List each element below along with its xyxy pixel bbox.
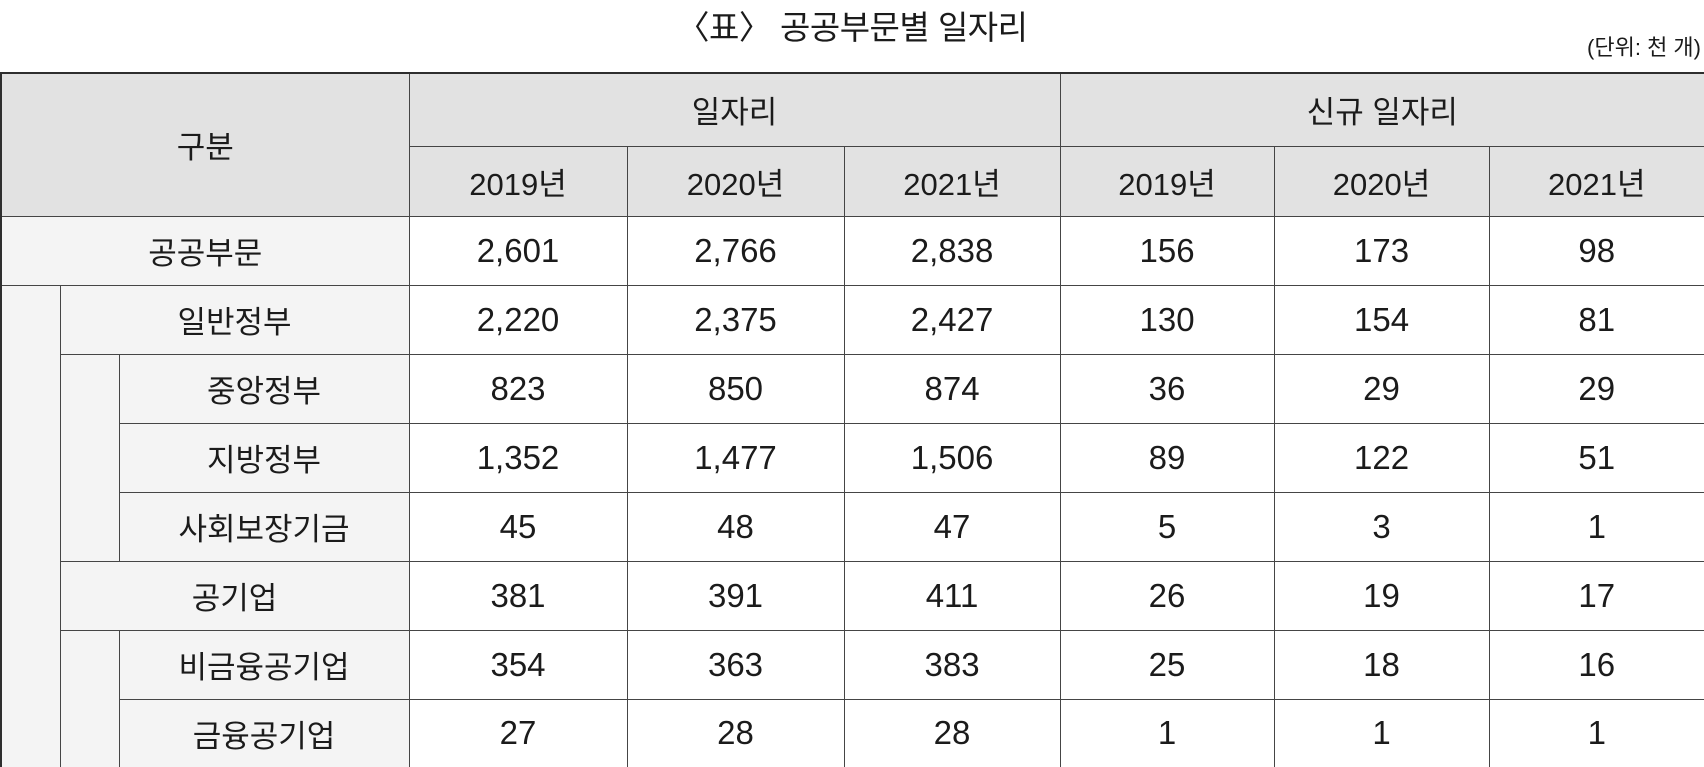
public-sector-jobs-table: 구분 일자리 신규 일자리 2019년 2020년 2021년 2019년 20… — [0, 72, 1704, 767]
year-header: 2020년 — [1273, 145, 1490, 217]
data-cell: 391 — [626, 560, 845, 631]
data-cell: 45 — [408, 491, 628, 562]
data-cell: 1,477 — [626, 422, 845, 493]
indent-spacer-level1 — [0, 284, 61, 767]
row-label: 중앙정부 — [118, 353, 410, 424]
data-cell: 81 — [1488, 284, 1704, 355]
data-cell: 19 — [1273, 560, 1490, 631]
data-cell: 2,220 — [408, 284, 628, 355]
data-cell: 411 — [843, 560, 1061, 631]
year-header: 2020년 — [626, 145, 845, 217]
data-cell: 156 — [1059, 215, 1275, 286]
data-cell: 2,601 — [408, 215, 628, 286]
indent-spacer-level2 — [59, 353, 120, 562]
data-cell: 122 — [1273, 422, 1490, 493]
data-cell: 28 — [626, 698, 845, 767]
row-label: 일반정부 — [59, 284, 410, 355]
data-cell: 1,352 — [408, 422, 628, 493]
data-cell: 98 — [1488, 215, 1704, 286]
table-row: 사회보장기금 45 48 47 5 3 1 — [1, 491, 1704, 562]
data-cell: 89 — [1059, 422, 1275, 493]
data-cell: 154 — [1273, 284, 1490, 355]
data-cell: 1 — [1488, 698, 1704, 767]
group-header-new-jobs: 신규 일자리 — [1059, 72, 1704, 147]
data-cell: 2,838 — [843, 215, 1061, 286]
data-cell: 27 — [408, 698, 628, 767]
data-cell: 26 — [1059, 560, 1275, 631]
row-label: 공공부문 — [0, 215, 410, 286]
data-cell: 51 — [1488, 422, 1704, 493]
indent-spacer-level2 — [59, 629, 120, 767]
data-cell: 47 — [843, 491, 1061, 562]
year-header: 2021년 — [1488, 145, 1704, 217]
data-cell: 354 — [408, 629, 628, 700]
data-cell: 874 — [843, 353, 1061, 424]
table-row: 공공부문 2,601 2,766 2,838 156 173 98 — [0, 215, 1704, 286]
row-label: 지방정부 — [118, 422, 410, 493]
data-cell: 18 — [1273, 629, 1490, 700]
data-cell: 1 — [1273, 698, 1490, 767]
data-cell: 381 — [408, 560, 628, 631]
table-title: 〈표〉 공공부문별 일자리 — [676, 9, 1028, 46]
data-cell: 16 — [1488, 629, 1704, 700]
data-cell: 3 — [1273, 491, 1490, 562]
year-header: 2019년 — [408, 145, 628, 217]
table-row: 공기업 381 391 411 26 19 17 — [1, 560, 1704, 631]
data-cell: 363 — [626, 629, 845, 700]
data-cell: 5 — [1059, 491, 1275, 562]
data-cell: 36 — [1059, 353, 1275, 424]
data-cell: 850 — [626, 353, 845, 424]
row-label: 사회보장기금 — [118, 491, 410, 562]
row-label: 금융공기업 — [118, 698, 410, 767]
data-cell: 130 — [1059, 284, 1275, 355]
data-cell: 173 — [1273, 215, 1490, 286]
data-cell: 1 — [1488, 491, 1704, 562]
row-label: 공기업 — [59, 560, 410, 631]
group-header-jobs: 일자리 — [408, 72, 1061, 147]
data-cell: 29 — [1273, 353, 1490, 424]
data-cell: 28 — [843, 698, 1061, 767]
year-header: 2019년 — [1059, 145, 1275, 217]
year-header: 2021년 — [843, 145, 1061, 217]
row-label: 비금융공기업 — [118, 629, 410, 700]
data-cell: 1 — [1059, 698, 1275, 767]
table-row: 비금융공기업 354 363 383 25 18 16 — [1, 629, 1704, 767]
data-cell: 25 — [1059, 629, 1275, 700]
data-cell: 2,427 — [843, 284, 1061, 355]
table-row: 중앙정부 823 850 874 36 29 29 — [1, 353, 1704, 562]
data-cell: 17 — [1488, 560, 1704, 631]
data-cell: 2,766 — [626, 215, 845, 286]
data-cell: 48 — [626, 491, 845, 562]
data-cell: 29 — [1488, 353, 1704, 424]
data-cell: 823 — [408, 353, 628, 424]
table-row: 지방정부 1,352 1,477 1,506 89 122 51 — [1, 422, 1704, 493]
corner-header: 구분 — [0, 72, 410, 217]
data-cell: 383 — [843, 629, 1061, 700]
table-row: 일반정부 2,220 2,375 2,427 130 154 81 — [0, 284, 1704, 767]
data-cell: 1,506 — [843, 422, 1061, 493]
data-cell: 2,375 — [626, 284, 845, 355]
table-row: 금융공기업 27 28 28 1 1 1 — [1, 698, 1704, 767]
unit-note: (단위: 천 개) — [1587, 35, 1701, 60]
